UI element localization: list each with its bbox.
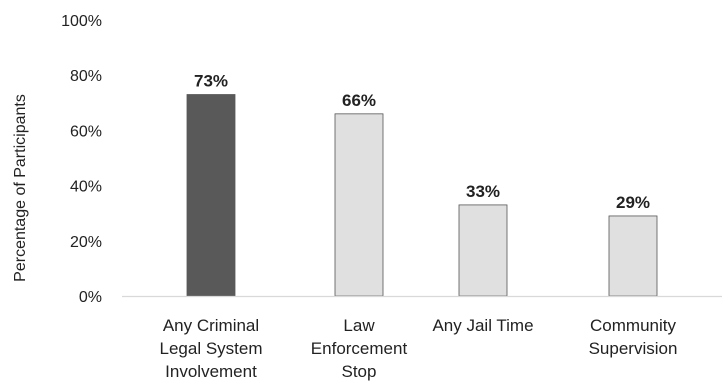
bar <box>608 215 658 297</box>
bar <box>458 204 508 297</box>
value-label: 33% <box>466 182 500 201</box>
value-label: 29% <box>616 193 650 212</box>
value-label: 66% <box>342 91 376 110</box>
y-tick-label: 60% <box>70 123 102 140</box>
bars <box>186 94 658 297</box>
value-label: 73% <box>194 72 228 91</box>
y-tick-label: 40% <box>70 179 102 196</box>
y-axis-ticks: 0% 20% 40% 60% 80% 100% <box>61 13 102 306</box>
category-labels: Any Criminal Legal System Involvement Law En… <box>160 316 678 381</box>
value-labels: 73% 66% 33% 29% <box>194 72 650 212</box>
y-axis-label: Percentage of Participants <box>12 94 29 282</box>
y-tick-label: 100% <box>61 13 102 30</box>
y-tick-label: 0% <box>79 289 102 306</box>
y-tick-label: 80% <box>70 68 102 85</box>
category-label: Law Enforcement Stop <box>311 316 408 381</box>
category-label: Community Supervision <box>589 316 678 358</box>
bar <box>186 94 236 297</box>
category-label: Any Jail Time <box>432 316 533 335</box>
bar <box>334 113 384 297</box>
y-tick-label: 20% <box>70 234 102 251</box>
category-label: Any Criminal Legal System Involvement <box>160 316 263 381</box>
